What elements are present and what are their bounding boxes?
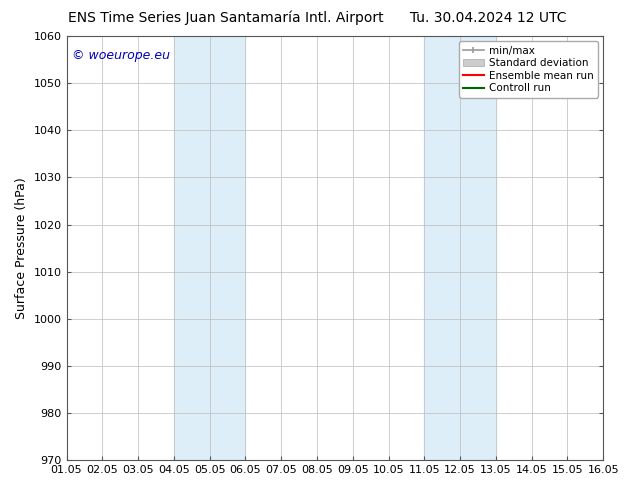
Text: ENS Time Series Juan Santamaría Intl. Airport      Tu. 30.04.2024 12 UTC: ENS Time Series Juan Santamaría Intl. Ai… xyxy=(68,11,566,25)
Bar xyxy=(174,36,245,460)
Legend: min/max, Standard deviation, Ensemble mean run, Controll run: min/max, Standard deviation, Ensemble me… xyxy=(459,41,598,98)
Y-axis label: Surface Pressure (hPa): Surface Pressure (hPa) xyxy=(15,177,28,319)
Text: © woeurope.eu: © woeurope.eu xyxy=(72,49,170,62)
Bar xyxy=(424,36,496,460)
